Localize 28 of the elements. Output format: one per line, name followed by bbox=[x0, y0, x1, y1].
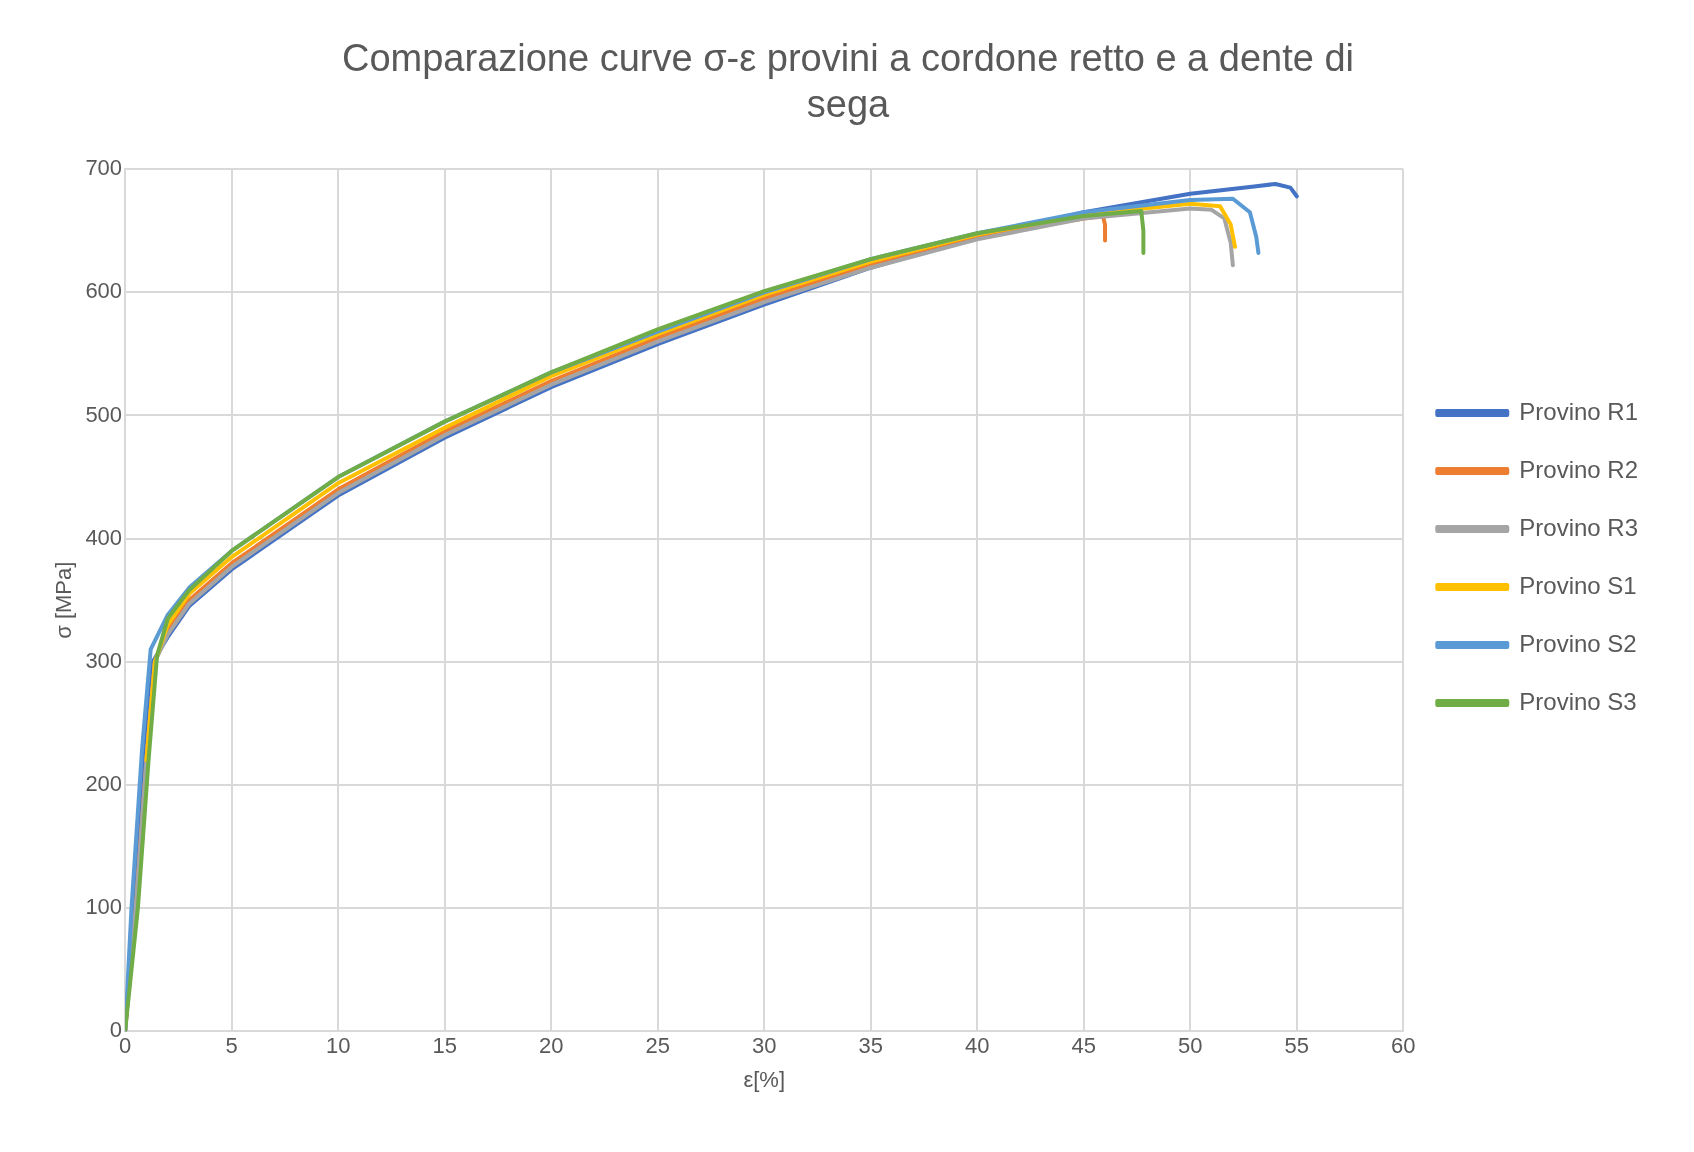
legend-label: Provino S1 bbox=[1519, 571, 1637, 599]
x-tick-label: 35 bbox=[858, 1033, 883, 1059]
legend-label: Provino S2 bbox=[1519, 629, 1637, 657]
x-tick-label: 45 bbox=[1071, 1033, 1096, 1059]
y-tick-label: 700 bbox=[85, 155, 123, 181]
x-tick-label: 25 bbox=[645, 1033, 670, 1059]
legend-label: Provino S3 bbox=[1519, 687, 1637, 715]
x-tick-label: 5 bbox=[225, 1033, 238, 1059]
y-tick-label: 500 bbox=[85, 401, 123, 427]
x-tick-label: 60 bbox=[1391, 1033, 1416, 1059]
legend-label: Provino R1 bbox=[1519, 397, 1639, 425]
x-tick-label: 20 bbox=[538, 1033, 564, 1059]
y-tick-label: 400 bbox=[85, 524, 123, 550]
x-tick-label: 40 bbox=[964, 1033, 990, 1059]
chart-title: Comparazione curve σ-ε provini a cordone retto e a dente di sega bbox=[341, 37, 1355, 125]
legend-label: Provino R2 bbox=[1519, 455, 1639, 483]
y-tick-label: 200 bbox=[85, 770, 123, 796]
x-tick-label: 50 bbox=[1178, 1033, 1203, 1059]
y-tick-label: 600 bbox=[85, 278, 123, 304]
y-tick-label: 100 bbox=[85, 894, 123, 920]
y-tick-label: 300 bbox=[85, 647, 123, 673]
y-axis-title: σ [MPa] bbox=[51, 561, 77, 639]
x-tick-label: 10 bbox=[325, 1033, 351, 1059]
x-axis-title: ε[%] bbox=[743, 1066, 785, 1092]
legend-label: Provino R3 bbox=[1519, 513, 1639, 541]
x-tick-label: 55 bbox=[1284, 1033, 1310, 1059]
x-tick-label: 30 bbox=[751, 1033, 777, 1059]
x-tick-label: 15 bbox=[432, 1033, 457, 1059]
